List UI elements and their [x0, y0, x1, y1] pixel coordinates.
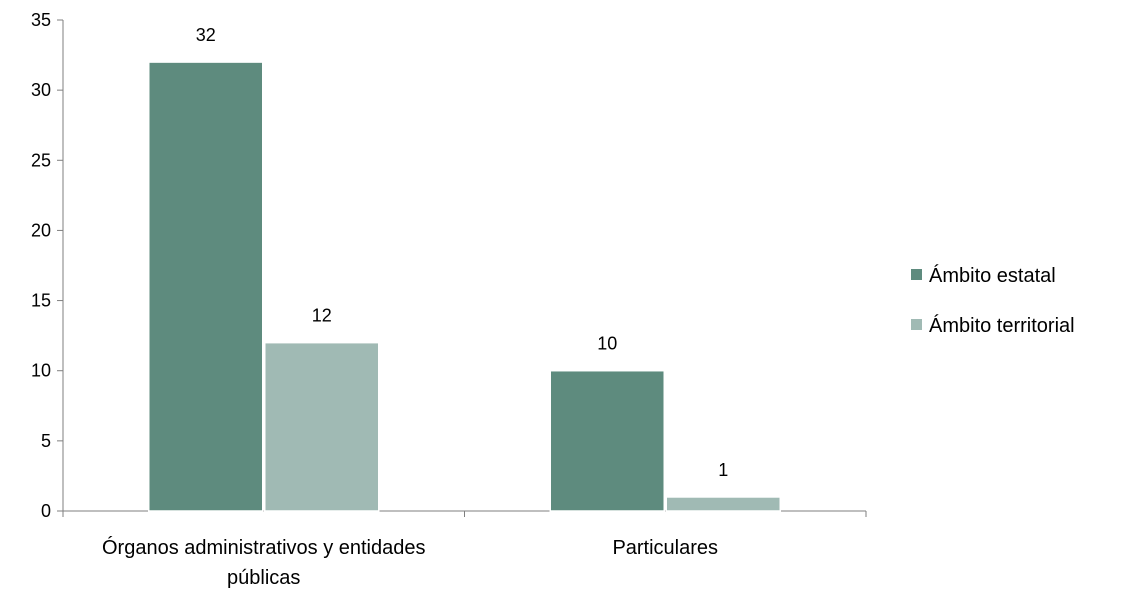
- y-tick-label: 25: [31, 150, 51, 170]
- y-axis: 0 5 10 15 20 25 30 35: [31, 10, 64, 521]
- legend-label: Ámbito territorial: [929, 314, 1075, 337]
- legend-swatch: [911, 319, 922, 330]
- legend-item[interactable]: Ámbito estatal: [911, 264, 1056, 287]
- y-tick-label: 15: [31, 291, 51, 311]
- x-axis: [62, 510, 867, 517]
- bars: [148, 61, 781, 512]
- x-tick-label: Órganos administrativos y entidades: [102, 536, 426, 559]
- data-label: 1: [718, 460, 728, 480]
- data-labels: 32 12 10 1: [196, 25, 729, 480]
- y-tick-label: 10: [31, 361, 51, 381]
- legend-item[interactable]: Ámbito territorial: [911, 314, 1075, 337]
- y-tick-label: 0: [41, 501, 51, 521]
- x-tick-label: públicas: [227, 567, 300, 589]
- bar: [264, 341, 380, 512]
- data-label: 10: [597, 334, 617, 354]
- y-tick-label: 30: [31, 80, 51, 100]
- x-tick-label: Particulares: [612, 537, 718, 559]
- data-label: 12: [312, 306, 332, 326]
- bar: [549, 369, 665, 512]
- y-tick-label: 5: [41, 431, 51, 451]
- y-tick-label: 20: [31, 220, 51, 240]
- legend[interactable]: Ámbito estatal Ámbito territorial: [911, 264, 1075, 337]
- y-tick-label: 35: [31, 10, 51, 30]
- bar: [148, 61, 264, 512]
- category-labels: Órganos administrativos y entidades públi…: [102, 536, 718, 589]
- legend-label: Ámbito estatal: [929, 264, 1056, 287]
- legend-swatch: [911, 269, 922, 280]
- data-label: 32: [196, 25, 216, 45]
- bar: [665, 496, 781, 512]
